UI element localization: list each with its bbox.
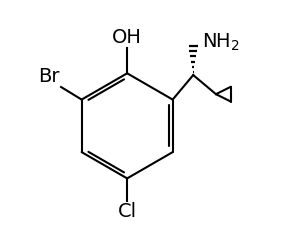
Text: Cl: Cl [118,202,137,221]
Text: OH: OH [112,28,142,47]
Text: NH$_2$: NH$_2$ [202,31,240,53]
Text: Br: Br [38,67,60,86]
